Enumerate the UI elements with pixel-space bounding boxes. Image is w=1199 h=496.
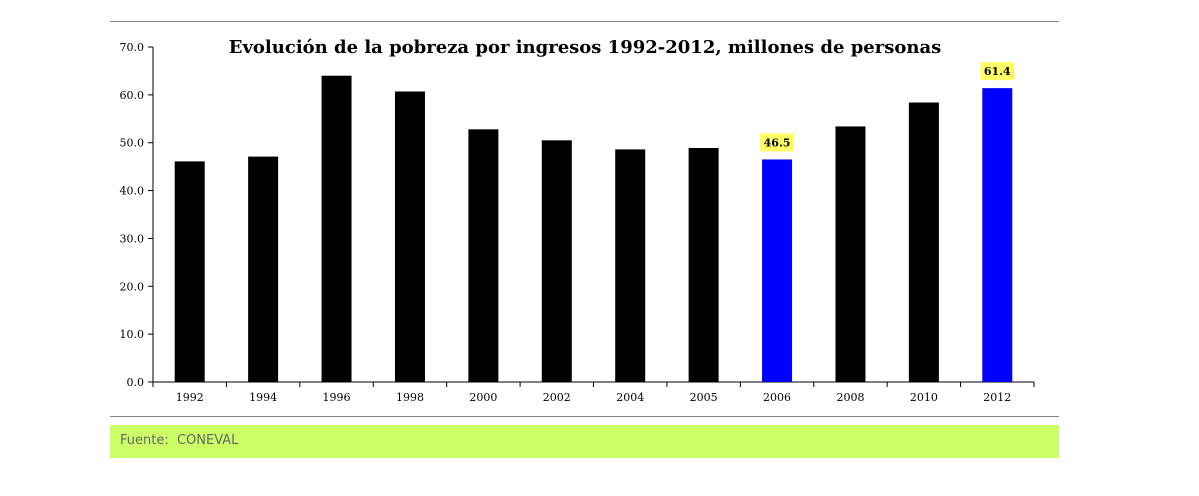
bar-1992 [174,161,205,382]
bar-2010 [908,102,939,382]
bar-2000 [468,129,499,382]
x-tick-label: 1998 [396,391,424,404]
bar-2006 [762,159,793,382]
bar-1994 [248,156,279,382]
bar-1998 [394,91,425,382]
bar-2012 [982,88,1013,383]
x-tick-label: 2006 [763,391,791,404]
bar-2008 [835,126,866,382]
bar-2002 [541,140,572,382]
data-label-2012: 61.4 [984,65,1011,78]
x-tick-label: 1996 [323,391,351,404]
y-tick-label: 50.0 [120,137,145,150]
x-tick-label: 2005 [690,391,718,404]
y-tick-label: 10.0 [120,328,145,341]
chart-title: Evolución de la pobreza por ingresos 199… [229,37,942,58]
bars [174,75,1013,383]
bar-1996 [321,75,352,382]
x-tick-label: 1994 [249,391,277,404]
y-axis-ticks: 0.0 10.0 20.0 30.0 40.0 50.0 60.0 70.0 [120,41,153,389]
top-rule [110,21,1059,22]
x-tick-label: 2002 [543,391,571,404]
y-tick-label: 30.0 [120,232,145,245]
source-bar: Fuente: CONEVAL [110,425,1059,458]
x-tick-label: 1992 [176,391,204,404]
y-tick-label: 40.0 [120,185,145,198]
y-tick-label: 70.0 [120,41,145,54]
bottom-rule [110,416,1059,417]
data-label-background [760,133,795,152]
bar-2004 [615,149,646,382]
y-tick-label: 20.0 [120,280,145,293]
y-tick-label: 60.0 [120,89,145,102]
x-axis-ticks: 1992 1994 1996 1998 2000 2002 2004 2005 2006 2008… [152,382,1035,404]
x-tick-label: 2012 [983,391,1011,404]
data-label-2006: 46.5 [764,136,791,149]
x-tick-label: 2008 [836,391,864,404]
data-label-background [980,62,1015,81]
x-tick-label: 2004 [616,391,644,404]
source-text: Fuente: CONEVAL [120,433,239,448]
bar-2005 [688,147,719,382]
x-tick-label: 2010 [910,391,938,404]
x-tick-label: 2000 [469,391,497,404]
y-tick-label: 0.0 [127,376,145,389]
data-labels: 46.5 61.4 [760,62,1015,152]
